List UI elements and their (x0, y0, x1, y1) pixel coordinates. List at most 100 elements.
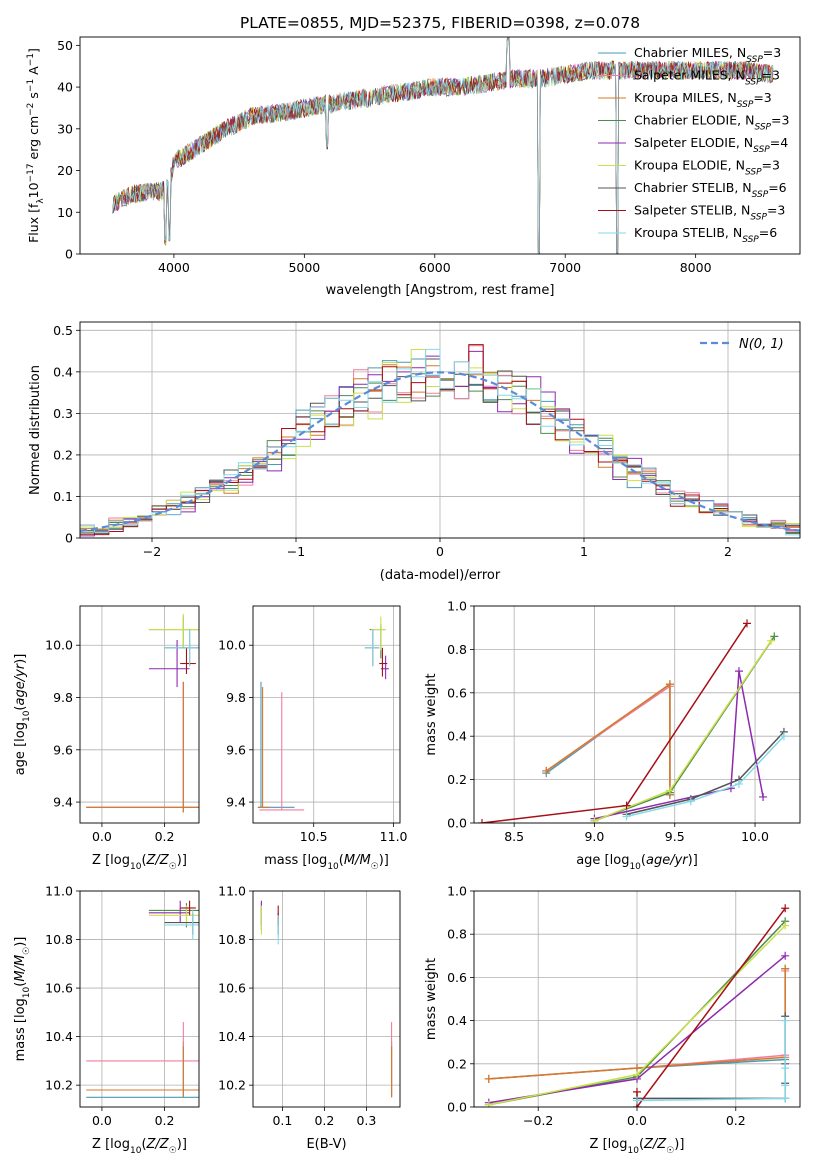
label-part: =3 (767, 203, 785, 218)
y-tick-label: 10 (57, 205, 73, 220)
y-tick-label: 10.8 (45, 932, 73, 947)
y-axis-label: mass [log10(M/M☉)] (13, 937, 32, 1062)
weight-marker (590, 816, 599, 823)
y-tick-label: 9.6 (53, 742, 73, 757)
weight-marker (781, 1016, 790, 1025)
y-axis-label: mass weight (424, 958, 439, 1040)
y-axis-label: Flux [fλ10−17 erg cm−2 s−1 A−1] (26, 48, 46, 243)
label-part: Kroupa MILES, N (634, 90, 737, 105)
label-part: 10 (627, 1146, 639, 1156)
x-tick-label: 0.0 (92, 829, 112, 844)
y-tick-label: 1.0 (447, 599, 467, 614)
weight-line (545, 682, 671, 795)
label-part: SSP (750, 213, 767, 223)
axes-frame (252, 605, 401, 824)
x-axis-label: mass [log10(M/M☉)] (264, 853, 389, 872)
y-tick-label: 20 (57, 163, 73, 178)
y-tick-label: 0.2 (53, 447, 73, 462)
label-part: ( (639, 1137, 644, 1152)
weight-marker (781, 964, 790, 973)
y-tick-label: 40 (57, 80, 73, 95)
label-part: Z [log (92, 1137, 130, 1152)
weight-marker (542, 766, 551, 775)
x-tick-label: 0.2 (314, 1113, 334, 1128)
plot-area-mass_vs_ebv (260, 900, 393, 1098)
weight-line (594, 640, 772, 822)
label-part: Chabrier MILES, N (634, 45, 746, 60)
x-tick-label: −0.2 (523, 1113, 553, 1128)
label-part: Z/Z (146, 1137, 170, 1152)
y-tick-label: 0 (65, 531, 73, 546)
x-tick-label: 0.0 (92, 1113, 112, 1128)
x-axis-label: E(B-V) (306, 1137, 346, 1152)
x-tick-label: 0.0 (627, 1113, 647, 1128)
weight-marker (734, 779, 743, 788)
label-part: =3 (762, 158, 780, 173)
axes-frame (79, 36, 801, 255)
weight-line (545, 684, 671, 795)
y-tick-label: 10.6 (218, 981, 246, 996)
x-tick-label: 10.5 (300, 829, 328, 844)
y-tick-label: 10.4 (45, 1029, 73, 1044)
y-tick-label: 9.4 (226, 795, 246, 810)
weight-marker (665, 680, 674, 689)
x-axis-label: wavelength [Angstrom, rest frame] (326, 283, 555, 298)
x-tick-label: −1 (287, 544, 305, 559)
label-part: =3 (762, 68, 780, 83)
y-tick-label: 10.4 (218, 1029, 246, 1044)
weight-line (626, 735, 785, 818)
weight-marker (633, 1096, 641, 1105)
label-part: )] (177, 1137, 187, 1152)
x-tick-label: 10.0 (741, 829, 769, 844)
label-part: ☉ (169, 1146, 177, 1156)
gaussian-curve (80, 371, 800, 532)
y-axis-label: age [log10(age/yr)] (13, 654, 32, 776)
axes-frame (252, 890, 401, 1108)
label-part: SSP (745, 168, 762, 178)
label-part: )] (13, 937, 28, 947)
x-axis-label: Z [log10(Z/Z☉)] (590, 1137, 685, 1156)
weight-line (594, 635, 775, 822)
legend-label: Chabrier MILES, NSSP=3 (634, 45, 781, 65)
label-part: −1 (26, 53, 36, 66)
label-part: Salpeter MILES, N (634, 68, 745, 83)
weight-marker (622, 812, 631, 821)
panel-weight_vs_Z: −0.2 0.0 0.2 0.0 0.2 0.4 0.6 0.8 1.0 Z [log10(Z/Z… (424, 884, 801, 1156)
label-part: 10 (22, 986, 32, 998)
weight-marker (781, 1094, 790, 1103)
y-tick-label: 0.8 (447, 642, 467, 657)
y-tick-label: 0.4 (447, 729, 467, 744)
label-part: Salpeter STELIB, N (634, 203, 750, 218)
label-part: )] (13, 654, 28, 664)
x-tick-label: 0.2 (155, 829, 175, 844)
label-part: ☉ (371, 862, 379, 872)
y-tick-label: 0.2 (447, 1056, 467, 1071)
x-tick-label: 7000 (549, 260, 581, 275)
x-tick-label: 0.1 (272, 1113, 292, 1128)
weight-marker (734, 667, 743, 676)
y-tick-label: 9.4 (53, 795, 73, 810)
axes-frame (473, 605, 801, 824)
label-part: age/yr (646, 853, 689, 868)
x-axis-label: (data-model)/error (380, 568, 501, 583)
y-tick-label: 0.4 (53, 364, 73, 379)
y-tick-label: 0.4 (447, 1013, 467, 1028)
x-tick-label: 9.5 (665, 829, 685, 844)
weight-marker (633, 1070, 641, 1079)
label-part: 10 (327, 862, 339, 872)
weight-marker (781, 904, 790, 913)
x-tick-label: 8000 (680, 260, 712, 275)
legend-label: Chabrier STELIB, NSSP=6 (634, 180, 787, 200)
label-part: ☉ (169, 862, 177, 872)
weight-marker (743, 619, 752, 628)
axes-frame (79, 890, 200, 1108)
label-part: M/M (13, 955, 28, 982)
label-part: Chabrier ELODIE, N (634, 113, 754, 128)
axes-frame (79, 605, 200, 824)
label-part: ( (13, 706, 28, 711)
label-part: age/yr (13, 662, 28, 705)
label-part: =3 (753, 90, 771, 105)
y-tick-label: 10.2 (45, 1078, 73, 1093)
weight-marker (779, 732, 788, 741)
weight-marker (484, 1100, 493, 1107)
